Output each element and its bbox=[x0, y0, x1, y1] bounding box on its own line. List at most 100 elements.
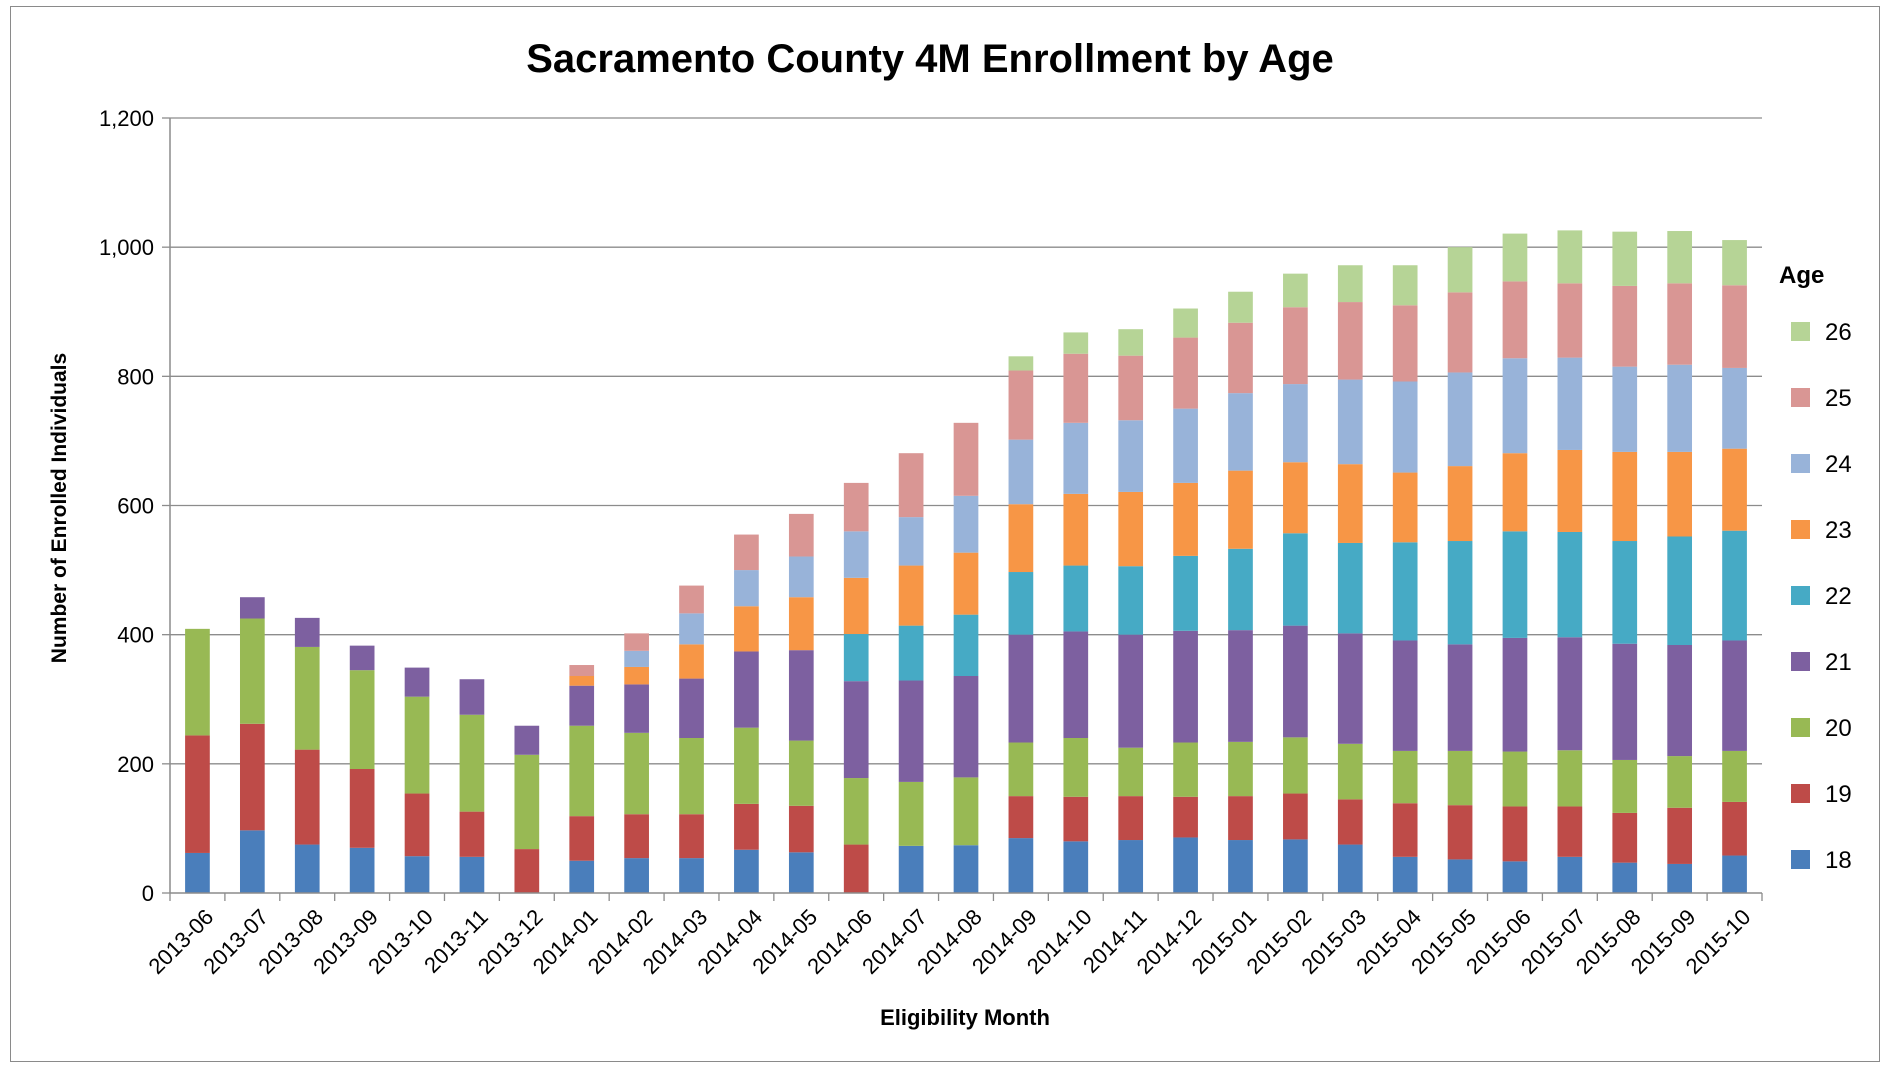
legend-label-age-22: 22 bbox=[1825, 583, 1852, 610]
bar-segment-2015-02-age-21 bbox=[1283, 625, 1308, 738]
bar-segment-2014-03-age-25 bbox=[679, 585, 704, 614]
bar-segment-2015-04-age-25 bbox=[1392, 305, 1418, 382]
bar-segment-2015-01-age-23 bbox=[1228, 470, 1253, 549]
bar-segment-2015-06-age-22 bbox=[1502, 531, 1528, 638]
bar-segment-2014-10-age-24 bbox=[1063, 422, 1089, 494]
bar-segment-2014-06-age-22 bbox=[843, 634, 869, 682]
bar-segment-2014-02-age-21 bbox=[624, 684, 649, 733]
bar-segment-2013-08-age-19 bbox=[294, 749, 320, 845]
bar-segment-2014-09-age-21 bbox=[1008, 634, 1034, 743]
bar-segment-2014-06-age-20 bbox=[843, 778, 869, 845]
bar-segment-2015-01-age-18 bbox=[1228, 840, 1253, 893]
bar-segment-2015-03-age-24 bbox=[1337, 379, 1363, 465]
bar-segment-2015-02-age-26 bbox=[1283, 273, 1308, 308]
bar-segment-2015-07-age-20 bbox=[1557, 750, 1583, 807]
bar-segment-2013-11-age-21 bbox=[459, 679, 485, 715]
bar-segment-2015-10-age-21 bbox=[1722, 640, 1747, 751]
bar-segment-2014-03-age-21 bbox=[679, 678, 704, 738]
bar-segment-2014-04-age-24 bbox=[734, 570, 759, 607]
bar-segment-2014-08-age-20 bbox=[953, 777, 979, 846]
bar-segment-2013-06-age-19 bbox=[185, 735, 210, 853]
bar-segment-2013-06-age-18 bbox=[185, 852, 210, 893]
bar-segment-2013-11-age-18 bbox=[459, 856, 485, 893]
bar-segment-2015-06-age-24 bbox=[1502, 358, 1528, 454]
bar-segment-2015-07-age-25 bbox=[1557, 283, 1583, 358]
bar-segment-2015-09-age-24 bbox=[1667, 364, 1693, 452]
bar-segment-2013-09-age-19 bbox=[349, 769, 375, 848]
bar-segment-2013-10-age-20 bbox=[404, 696, 430, 794]
bar-segment-2015-01-age-24 bbox=[1228, 393, 1253, 471]
legend-label-age-23: 23 bbox=[1825, 517, 1852, 544]
bar-segment-2015-02-age-25 bbox=[1283, 307, 1308, 385]
bar-segment-2014-09-age-26 bbox=[1008, 356, 1034, 371]
bar-segment-2014-11-age-23 bbox=[1118, 491, 1144, 567]
bar-segment-2015-05-age-19 bbox=[1447, 805, 1473, 860]
bar-segment-2015-01-age-20 bbox=[1228, 741, 1253, 797]
bar-segment-2014-08-age-24 bbox=[953, 495, 979, 553]
bar-segment-2015-10-age-19 bbox=[1722, 801, 1747, 856]
bar-segment-2014-10-age-21 bbox=[1063, 631, 1089, 738]
bar-segment-2013-12-age-20 bbox=[514, 754, 540, 850]
bar-segment-2015-09-age-23 bbox=[1667, 451, 1693, 537]
bar-segment-2015-05-age-20 bbox=[1447, 750, 1473, 806]
bar-segment-2015-09-age-26 bbox=[1667, 231, 1693, 284]
legend-swatch-age-26 bbox=[1791, 322, 1810, 341]
bar-segment-2015-04-age-21 bbox=[1392, 640, 1418, 751]
legend-label-age-25: 25 bbox=[1825, 385, 1852, 412]
bar-segment-2014-05-age-25 bbox=[788, 513, 814, 557]
bar-segment-2014-04-age-25 bbox=[734, 534, 759, 571]
bar-segment-2014-11-age-22 bbox=[1118, 566, 1144, 635]
bar-segment-2014-02-age-25 bbox=[624, 633, 649, 651]
bar-segment-2015-03-age-22 bbox=[1337, 542, 1363, 634]
x-axis-label: Eligibility Month bbox=[880, 1005, 1050, 1030]
legend-swatch-age-23 bbox=[1791, 520, 1810, 539]
bar-segment-2015-05-age-22 bbox=[1447, 541, 1473, 645]
bar-segment-2014-10-age-20 bbox=[1063, 738, 1089, 797]
bar-segment-2015-08-age-25 bbox=[1612, 285, 1638, 367]
bar-segment-2014-11-age-20 bbox=[1118, 747, 1144, 797]
bar-segment-2015-09-age-22 bbox=[1667, 536, 1693, 645]
bar-segment-2014-10-age-19 bbox=[1063, 796, 1089, 842]
bar-segment-2014-05-age-19 bbox=[788, 805, 814, 853]
bar-segment-2014-12-age-19 bbox=[1173, 796, 1198, 838]
bar-segment-2014-12-age-21 bbox=[1173, 630, 1198, 743]
bar-segment-2015-07-age-22 bbox=[1557, 531, 1583, 638]
bar-segment-2015-07-age-26 bbox=[1557, 230, 1583, 284]
bar-segment-2015-06-age-25 bbox=[1502, 281, 1528, 359]
bar-segment-2015-03-age-20 bbox=[1337, 743, 1363, 800]
bar-segment-2014-09-age-18 bbox=[1008, 838, 1034, 893]
bar-segment-2015-08-age-21 bbox=[1612, 643, 1638, 760]
bar-segment-2015-09-age-19 bbox=[1667, 807, 1693, 864]
bar-segment-2014-12-age-23 bbox=[1173, 482, 1198, 556]
bar-segment-2013-12-age-21 bbox=[514, 725, 540, 755]
bar-segment-2013-07-age-19 bbox=[239, 723, 265, 831]
bar-segment-2015-04-age-26 bbox=[1392, 265, 1418, 306]
bar-segment-2013-10-age-21 bbox=[404, 667, 430, 697]
bar-segment-2015-02-age-20 bbox=[1283, 737, 1308, 794]
y-tick-label: 800 bbox=[117, 364, 154, 389]
bar-segment-2015-07-age-21 bbox=[1557, 637, 1583, 751]
bar-segment-2014-01-age-20 bbox=[569, 725, 595, 817]
bar-segment-2014-11-age-26 bbox=[1118, 329, 1144, 356]
bar-segment-2015-05-age-25 bbox=[1447, 292, 1473, 373]
bar-segment-2014-09-age-22 bbox=[1008, 572, 1034, 635]
legend-swatch-age-24 bbox=[1791, 454, 1810, 473]
bar-segment-2015-02-age-24 bbox=[1283, 384, 1308, 463]
bar-segment-2015-04-age-20 bbox=[1392, 750, 1418, 804]
bar-segment-2014-02-age-19 bbox=[624, 814, 649, 859]
bar-segment-2014-02-age-23 bbox=[624, 666, 649, 685]
bar-segment-2014-06-age-19 bbox=[843, 844, 869, 893]
legend-label-age-20: 20 bbox=[1825, 715, 1852, 742]
bar-segment-2013-07-age-20 bbox=[239, 618, 265, 724]
bar-segment-2014-06-age-24 bbox=[843, 531, 869, 578]
bar-segment-2015-07-age-19 bbox=[1557, 806, 1583, 857]
bar-segment-2014-02-age-18 bbox=[624, 858, 649, 893]
bar-segment-2015-07-age-24 bbox=[1557, 357, 1583, 450]
bars bbox=[185, 230, 1747, 893]
bar-segment-2015-08-age-19 bbox=[1612, 812, 1638, 863]
legend-title: Age bbox=[1779, 262, 1824, 289]
bar-segment-2014-09-age-20 bbox=[1008, 742, 1034, 797]
bar-segment-2014-08-age-25 bbox=[953, 422, 979, 496]
bar-segment-2014-11-age-18 bbox=[1118, 840, 1144, 893]
